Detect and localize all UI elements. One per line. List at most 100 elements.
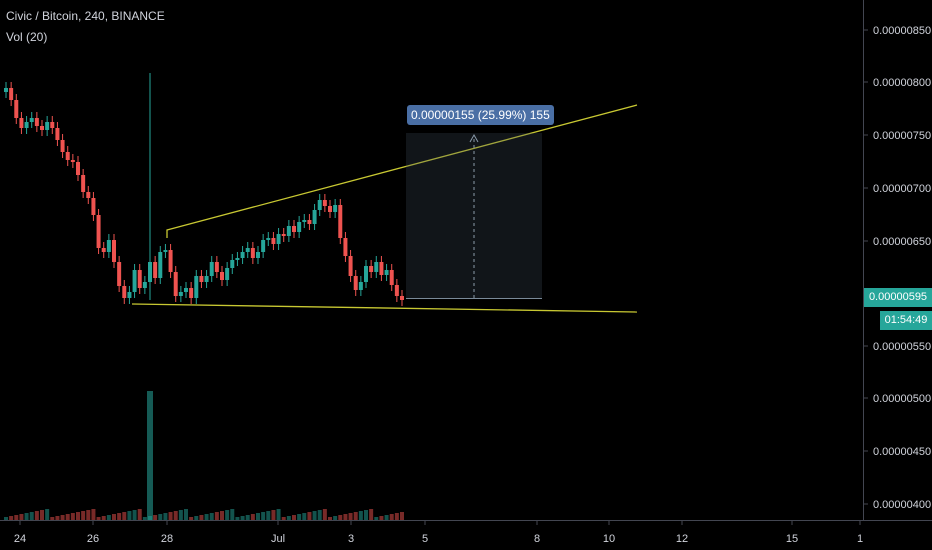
candle-body	[76, 162, 80, 175]
candle-body	[245, 248, 250, 252]
candle-body	[153, 262, 158, 278]
volume-bar	[45, 509, 50, 520]
time-tick-label: Jul	[271, 533, 285, 545]
candle-body	[209, 262, 214, 276]
volume-bar	[189, 517, 194, 520]
volume-bar	[101, 516, 106, 520]
candle-body	[189, 288, 194, 298]
price-tick-label: 0.00000800	[873, 77, 931, 89]
volume-bar	[364, 510, 368, 520]
volume-bar	[353, 512, 358, 520]
candle-body	[384, 270, 389, 275]
price-tick-label: 0.00000500	[873, 393, 931, 405]
candle-body	[86, 192, 91, 198]
volume-bar	[276, 509, 281, 520]
volume-bar	[240, 516, 245, 520]
price-tick-label: 0.00000450	[873, 446, 931, 458]
volume-bar	[4, 517, 8, 520]
volume-bar	[317, 510, 322, 520]
volume-bar	[29, 512, 34, 520]
volume-bar	[312, 511, 317, 520]
price-tick-label: 0.00000850	[873, 25, 931, 37]
candle-body	[184, 288, 188, 292]
volume-bar	[91, 509, 96, 520]
volume-bar	[204, 514, 209, 520]
candle-body	[178, 292, 183, 296]
candle-body	[199, 276, 204, 282]
candle-body	[127, 292, 132, 298]
volume-bar	[199, 515, 204, 520]
volume-bar	[358, 511, 363, 520]
candle-body	[235, 258, 240, 260]
candle-body	[45, 122, 50, 130]
volume-bar	[369, 509, 374, 520]
candle-body	[322, 200, 327, 206]
candle-body	[240, 252, 245, 258]
volume-bar	[81, 511, 86, 520]
candle-body	[261, 240, 266, 252]
candle-body	[137, 270, 142, 288]
volume-bar	[307, 512, 312, 520]
candle-body	[256, 252, 260, 258]
volume-bar	[384, 515, 389, 520]
candle-body	[96, 215, 101, 248]
volume-bar	[117, 513, 122, 520]
candle-body	[266, 238, 271, 240]
candle-body	[225, 268, 230, 280]
candle-body	[307, 220, 312, 224]
volume-bar	[374, 517, 379, 520]
candle-body	[276, 234, 281, 244]
volume-indicator-label[interactable]: Vol (20)	[6, 30, 48, 44]
candle-body	[194, 276, 199, 298]
volume-bar	[214, 512, 219, 520]
candle-body	[122, 286, 127, 298]
volume-bar	[163, 513, 168, 520]
candle-body	[271, 238, 276, 244]
time-tick-label: 10	[603, 533, 615, 545]
volume-bar	[34, 511, 39, 520]
volume-bar	[209, 513, 214, 520]
volume-bar	[379, 516, 384, 520]
volume-bar	[55, 516, 60, 520]
candle-body	[50, 122, 55, 128]
volume-bar	[153, 515, 158, 520]
volume-bar	[400, 512, 404, 520]
price-tick-label: 0.00000700	[873, 183, 931, 195]
volume-bar	[50, 517, 55, 520]
candle-body	[24, 122, 29, 128]
volume-bar	[96, 517, 101, 520]
volume-bar	[122, 512, 127, 520]
candle-body	[19, 118, 24, 128]
candle-body	[14, 100, 19, 118]
volume-bar	[132, 510, 137, 520]
lower-trendline	[131, 303, 638, 313]
volume-bar	[394, 513, 399, 520]
time-tick-label: 8	[534, 533, 540, 545]
drawings	[131, 104, 638, 313]
volume-bar	[112, 514, 116, 520]
volume-bar	[338, 515, 343, 520]
candle-body	[91, 198, 96, 215]
volume-bar	[137, 509, 142, 520]
candle-body	[389, 270, 394, 285]
candle-body	[40, 126, 44, 130]
volume-bar	[302, 513, 307, 520]
price-tick-label: 0.00000400	[873, 499, 931, 511]
candle-body	[55, 128, 60, 140]
volume-bar	[24, 513, 29, 520]
candle-body	[250, 248, 255, 258]
candle-body	[204, 276, 209, 282]
volume-bar	[230, 509, 235, 520]
volume-bar	[178, 510, 183, 520]
time-tick-label: 26	[87, 533, 99, 545]
upper-trendline	[166, 104, 638, 238]
volume-bar	[40, 510, 44, 520]
volume-bar	[147, 391, 153, 520]
candle-body	[220, 272, 224, 280]
candle-body	[374, 262, 379, 272]
volume-bars	[4, 391, 404, 520]
volume-bar	[60, 515, 65, 520]
candle-body	[29, 118, 34, 122]
candlesticks	[4, 73, 404, 306]
